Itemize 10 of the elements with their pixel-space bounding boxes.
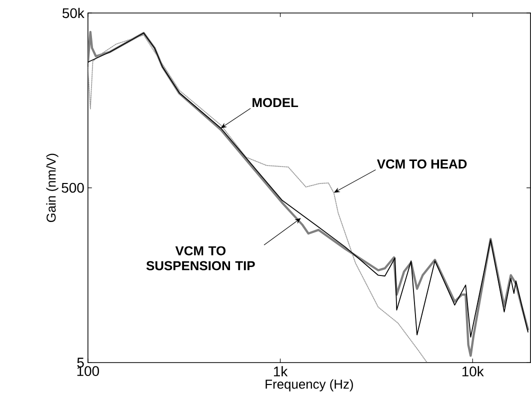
annotation: VCM TO HEAD xyxy=(376,160,467,169)
annotation: VCM TO SUSPENSION TIP xyxy=(146,246,255,270)
x-tick-label: 100 xyxy=(77,366,100,376)
x-tick-label: 1k xyxy=(274,366,288,376)
y-tick-label: 50k xyxy=(62,8,84,18)
x-axis-title: Frequency (Hz) xyxy=(266,379,353,392)
y-axis-title: Gain (nm/V) xyxy=(46,154,58,222)
y-tick-label: 500 xyxy=(62,183,84,193)
x-tick-label: 10k xyxy=(462,366,484,377)
annotation: MODEL xyxy=(252,98,298,108)
